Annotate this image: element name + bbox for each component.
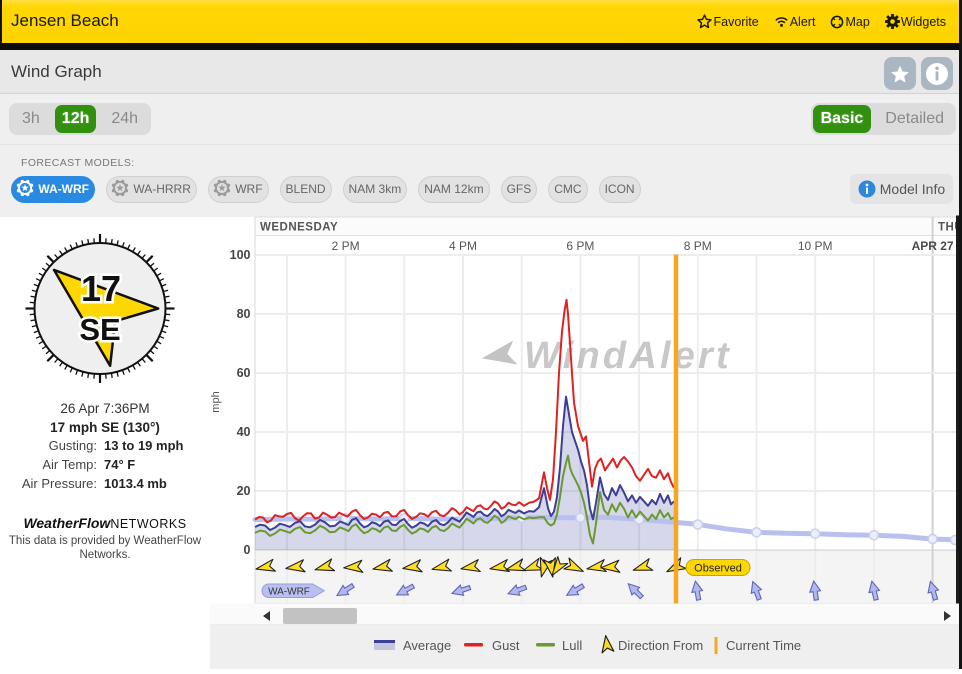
svg-text:8 PM: 8 PM <box>684 239 712 253</box>
svg-text:Direction From: Direction From <box>618 638 703 653</box>
svg-text:80: 80 <box>237 307 251 321</box>
svg-text:6 PM: 6 PM <box>566 239 594 253</box>
svg-text:0: 0 <box>244 543 251 557</box>
svg-text:Current Time: Current Time <box>726 638 801 653</box>
svg-text:WindAlert: WindAlert <box>524 335 732 377</box>
svg-text:Observed: Observed <box>694 563 742 575</box>
svg-text:APR 27: APR 27 <box>912 239 954 253</box>
svg-text:20: 20 <box>237 484 251 498</box>
svg-text:Gust: Gust <box>492 638 520 653</box>
svg-text:WEDNESDAY: WEDNESDAY <box>260 222 338 234</box>
svg-text:mph: mph <box>210 391 222 412</box>
svg-text:10 PM: 10 PM <box>798 239 833 253</box>
svg-text:17: 17 <box>81 268 121 309</box>
svg-text:4 PM: 4 PM <box>449 239 477 253</box>
svg-text:Lull: Lull <box>562 638 582 653</box>
svg-text:100: 100 <box>230 248 251 262</box>
svg-text:60: 60 <box>237 366 251 380</box>
svg-text:2 PM: 2 PM <box>332 239 360 253</box>
svg-text:WA-WRF: WA-WRF <box>268 587 310 598</box>
svg-text:Average: Average <box>403 638 451 653</box>
svg-text:40: 40 <box>237 425 251 439</box>
svg-text:SE: SE <box>79 312 120 347</box>
